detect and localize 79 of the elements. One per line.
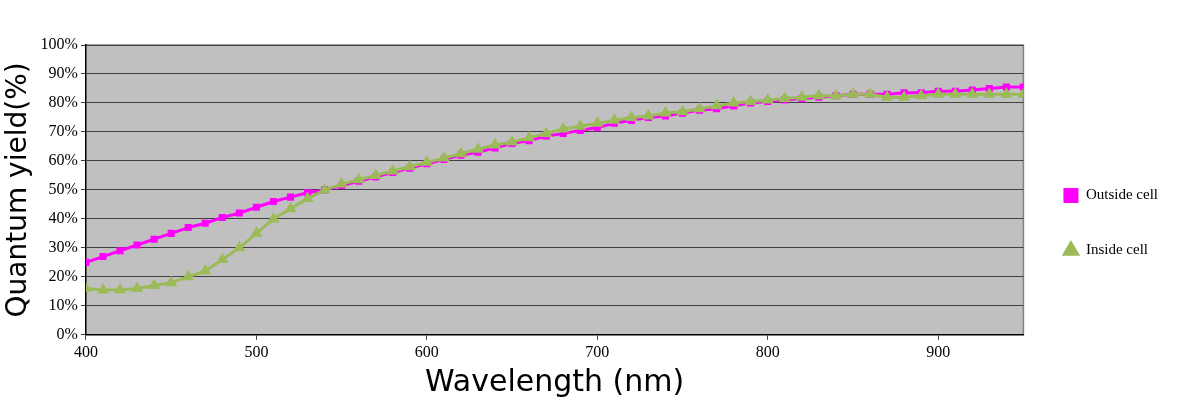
point: [235, 209, 243, 217]
point: [286, 193, 295, 201]
point: [133, 241, 141, 249]
point: [113, 282, 127, 294]
point: [608, 113, 621, 124]
point: [454, 146, 467, 158]
point: [642, 109, 655, 120]
point: [557, 122, 570, 133]
x-tick-label: 500: [244, 342, 269, 360]
point: [369, 168, 382, 179]
point: [386, 164, 399, 175]
point: [218, 213, 226, 221]
y-tick-label: 20%: [48, 267, 78, 285]
point: [216, 252, 229, 263]
point: [131, 281, 144, 292]
point: [778, 91, 791, 103]
point: [96, 282, 110, 294]
y-tick-label: 60%: [48, 151, 78, 169]
y-tick-label: 50%: [48, 180, 78, 198]
point: [335, 177, 348, 188]
point: [574, 119, 587, 130]
point: [540, 126, 553, 137]
x-tick-label: 400: [73, 342, 98, 360]
point: [403, 159, 416, 171]
point: [659, 106, 672, 117]
point: [284, 201, 297, 213]
point: [795, 90, 808, 101]
point: [199, 264, 212, 275]
point: [898, 90, 911, 101]
point: [676, 104, 689, 116]
point: [233, 240, 246, 252]
point: [182, 269, 195, 281]
legend-label: Outside cell: [1085, 186, 1159, 203]
y-tick-label: 70%: [48, 122, 78, 140]
point: [252, 203, 260, 211]
point: [148, 278, 161, 290]
point: [710, 98, 723, 110]
point: [437, 151, 450, 162]
y-tick-label: 40%: [48, 209, 78, 227]
y-tick-label: 80%: [48, 93, 78, 111]
point: [506, 135, 519, 146]
point: [150, 235, 158, 243]
point: [301, 191, 314, 203]
point: [591, 116, 604, 127]
point: [829, 88, 842, 100]
y-tick-label: 0%: [56, 325, 78, 342]
point: [250, 226, 263, 237]
point: [267, 211, 280, 223]
x-tick-label: 700: [585, 342, 610, 360]
point: [744, 94, 757, 106]
y-tick-label: 30%: [48, 238, 78, 256]
point: [165, 275, 178, 287]
point: [761, 93, 774, 104]
point: [99, 253, 107, 261]
point: [116, 247, 124, 255]
point: [812, 88, 825, 100]
y-tick-label: 100%: [40, 35, 78, 53]
point: [625, 110, 638, 121]
y-tick-label: 90%: [48, 64, 78, 82]
x-axis-title: Wavelength (nm): [425, 362, 685, 398]
legend-label: Inside cell: [1085, 241, 1148, 258]
point: [693, 101, 706, 113]
point: [523, 130, 536, 142]
x-tick-label: 800: [755, 342, 780, 360]
point: [727, 95, 740, 107]
point: [983, 87, 996, 98]
point: [167, 229, 175, 237]
point: [184, 224, 192, 232]
point: [471, 142, 485, 153]
y-axis-title: Quantum yield(%): [0, 62, 34, 318]
point: [201, 219, 209, 227]
point: [966, 87, 979, 98]
point: [352, 172, 365, 184]
point: [420, 155, 433, 166]
point: [1000, 87, 1013, 98]
x-tick-label: 900: [926, 342, 951, 360]
y-tick-label: 10%: [48, 296, 78, 314]
x-tick-label: 600: [414, 342, 439, 360]
point: [269, 197, 277, 206]
